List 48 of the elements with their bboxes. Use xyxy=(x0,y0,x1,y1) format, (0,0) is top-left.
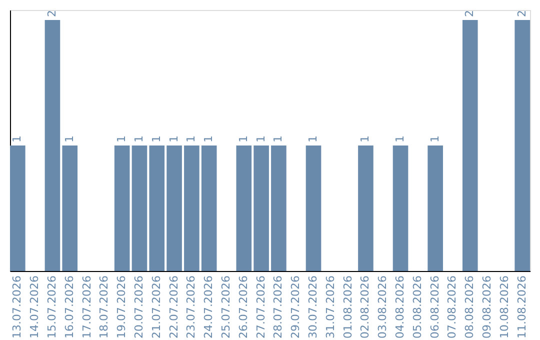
x-tick-label: 15.07.2026 xyxy=(45,276,58,338)
x-tick-label: 14.07.2026 xyxy=(28,276,42,338)
x-tick-label: 21.07.2026 xyxy=(150,276,163,338)
x-tick-label: 28.07.2026 xyxy=(272,276,285,338)
x-tick-label: 07.08.2026 xyxy=(446,276,459,338)
data-label: 1 xyxy=(358,136,372,143)
data-label: 1 xyxy=(236,136,250,143)
x-tick-label: 31.07.2026 xyxy=(324,276,337,338)
x-tick-label: 16.07.2026 xyxy=(62,276,76,338)
x-tick-label: 01.08.2026 xyxy=(341,276,354,338)
x-tick-label: 11.08.2026 xyxy=(515,276,528,338)
x-tick-label: 09.08.2026 xyxy=(480,276,494,338)
data-label: 1 xyxy=(150,136,163,143)
data-label: 1 xyxy=(272,136,285,143)
x-tick-label: 05.08.2026 xyxy=(410,276,424,338)
data-label: 1 xyxy=(306,136,320,143)
x-tick-label: 02.08.2026 xyxy=(358,276,372,338)
x-tick-label: 27.07.2026 xyxy=(254,276,268,338)
data-label: 1 xyxy=(10,136,24,143)
data-label: 1 xyxy=(254,136,268,143)
data-label: 1 xyxy=(62,136,76,143)
data-label: 1 xyxy=(115,136,128,143)
data-label: 2 xyxy=(45,10,58,18)
data-label: 1 xyxy=(202,136,216,143)
x-tick-label: 26.07.2026 xyxy=(236,276,250,338)
x-tick-label: 08.08.2026 xyxy=(463,276,476,338)
x-tick-label: 18.07.2026 xyxy=(98,276,111,338)
x-tick-label: 29.07.2026 xyxy=(289,276,302,338)
x-tick-label: 06.08.2026 xyxy=(428,276,442,338)
x-tick-label: 24.07.2026 xyxy=(202,276,216,338)
data-label: 1 xyxy=(184,136,198,143)
x-tick-label: 23.07.2026 xyxy=(184,276,198,338)
data-label: 1 xyxy=(132,136,146,143)
x-tick-label: 13.07.2026 xyxy=(10,276,24,338)
x-tick-label: 20.07.2026 xyxy=(132,276,146,338)
data-label: 1 xyxy=(428,136,442,143)
x-tick-label: 03.08.2026 xyxy=(376,276,390,338)
x-tick-label: 10.08.2026 xyxy=(498,276,511,338)
data-label: 2 xyxy=(463,10,476,18)
x-tick-label: 04.08.2026 xyxy=(394,276,407,338)
x-tick-label: 30.07.2026 xyxy=(306,276,320,338)
x-tick-label: 17.07.2026 xyxy=(80,276,94,338)
data-label: 1 xyxy=(394,136,407,143)
data-label: 1 xyxy=(167,136,180,143)
x-tick-label: 25.07.2026 xyxy=(219,276,232,338)
data-label: 2 xyxy=(515,10,528,18)
x-tick-label: 19.07.2026 xyxy=(115,276,128,338)
x-tick-label: 22.07.2026 xyxy=(167,276,180,338)
